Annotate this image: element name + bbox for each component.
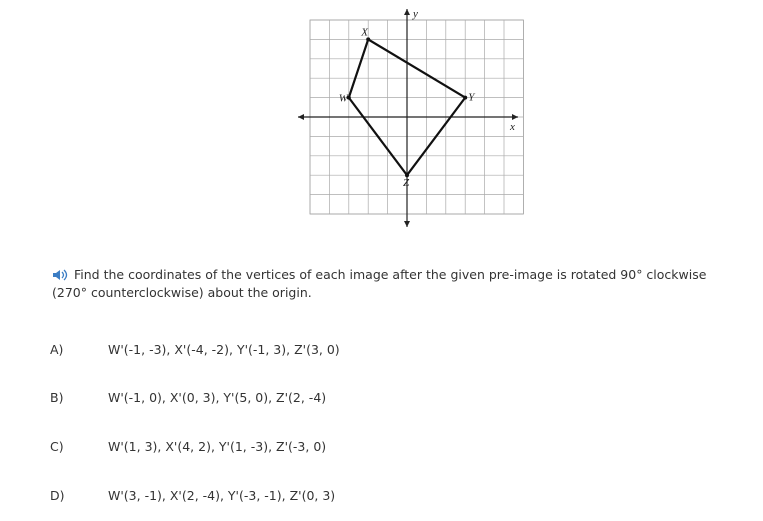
choice-letter: C) (50, 439, 64, 454)
choice[interactable]: B) W'(-1, 0), X'(0, 3), Y'(5, 0), Z'(2, -… (50, 390, 326, 405)
y-axis-label: y (412, 8, 418, 20)
choice-letter: A) (50, 342, 64, 357)
vertex-label: X (360, 26, 369, 38)
question-text: Find the coordinates of the vertices of … (52, 267, 707, 300)
choice[interactable]: C) W'(1, 3), X'(4, 2), Y'(1, -3), Z'(-3, … (50, 439, 326, 454)
choice-text: W'(-1, -3), X'(-4, -2), Y'(-1, 3), Z'(3,… (108, 342, 340, 357)
vertex (366, 37, 371, 42)
vertex (346, 95, 351, 100)
vertex-label: Y (468, 92, 476, 104)
choice-letter: D) (50, 488, 65, 503)
question: Find the coordinates of the vertices of … (52, 266, 742, 302)
audio-icon[interactable] (52, 269, 70, 281)
coordinate-grid: x y W X Y Z (298, 8, 524, 227)
choice-text: W'(3, -1), X'(2, -4), Y'(-3, -1), Z'(0, … (108, 488, 336, 503)
vertex-label: Z (403, 177, 410, 189)
vertex (405, 173, 409, 178)
choice[interactable]: D) W'(3, -1), X'(2, -4), Y'(-3, -1), Z'(0… (50, 488, 335, 503)
x-axis-label: x (509, 121, 515, 133)
choice-text: W'(1, 3), X'(4, 2), Y'(1, -3), Z'(-3, 0) (108, 439, 327, 454)
vertex (463, 95, 468, 100)
choice-letter: B) (50, 390, 64, 405)
vertex-label: W (339, 93, 349, 105)
choice-text: W'(-1, 0), X'(0, 3), Y'(5, 0), Z'(2, -4) (108, 390, 327, 405)
choice[interactable]: A) W'(-1, -3), X'(-4, -2), Y'(-1, 3), Z'(… (50, 342, 340, 357)
